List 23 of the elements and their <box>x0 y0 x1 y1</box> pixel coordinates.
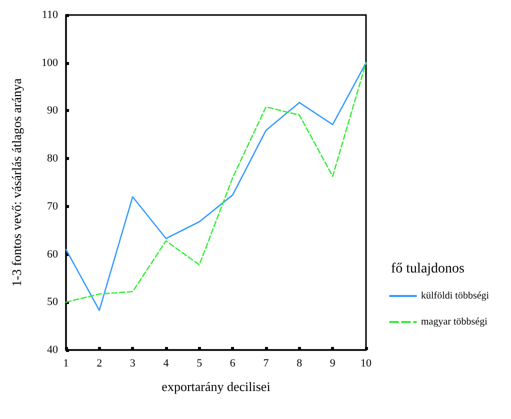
y-tick-label: 80 <box>47 152 58 165</box>
y-tick-label: 70 <box>47 200 58 212</box>
x-tick-label: 9 <box>330 358 336 370</box>
y-tick-label: 50 <box>47 296 58 308</box>
x-tick-label: 5 <box>196 358 203 370</box>
y-tick-label: 40 <box>47 344 58 356</box>
x-tick-label: 7 <box>263 358 270 370</box>
x-axis-title: exportarány decilisei <box>162 379 271 394</box>
x-tick-label: 3 <box>130 358 136 370</box>
legend-label: külföldi többségi <box>421 290 490 302</box>
legend-label: magyar többségi <box>421 316 488 328</box>
y-tick-label: 110 <box>42 9 58 21</box>
legend-title: fő tulajdonos <box>391 262 464 276</box>
x-tick-label: 2 <box>96 358 102 370</box>
y-tick-label: 100 <box>42 56 58 69</box>
y-axis-title: 1-3 fontos vevő: vásárlás átlagos aránya <box>9 78 24 287</box>
x-tick-label: 8 <box>296 358 303 370</box>
x-tick-label: 10 <box>360 358 372 370</box>
x-tick-label: 4 <box>163 358 170 370</box>
y-tick-label: 60 <box>47 248 58 260</box>
y-tick-label: 90 <box>47 104 58 117</box>
x-tick-label: 1 <box>63 358 69 370</box>
x-tick-label: 6 <box>230 358 236 370</box>
